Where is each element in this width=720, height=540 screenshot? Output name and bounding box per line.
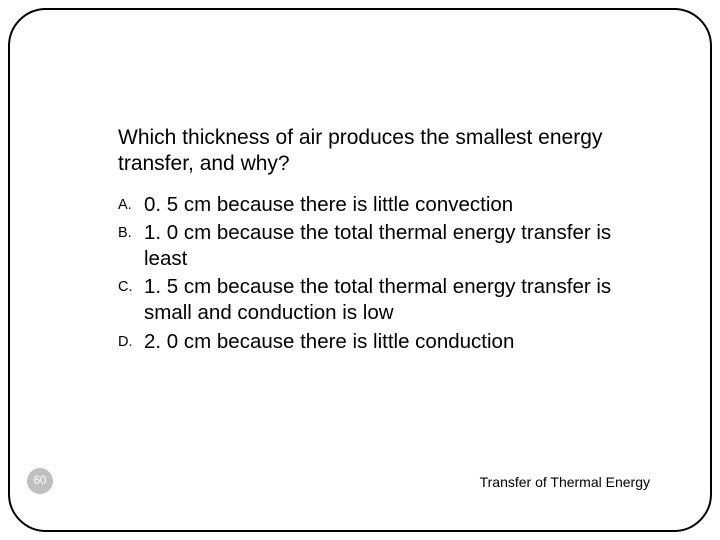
option-c: C. 1. 5 cm because the total thermal ene… [118,274,650,326]
option-letter: A. [118,192,144,215]
option-text: 2. 0 cm because there is little conducti… [144,329,650,355]
option-b: B. 1. 0 cm because the total thermal ene… [118,220,650,272]
option-d: D. 2. 0 cm because there is little condu… [118,329,650,355]
slide-number-text: 60 [34,475,47,487]
options-list: A. 0. 5 cm because there is little conve… [118,192,650,355]
question-text: Which thickness of air produces the smal… [118,125,650,178]
option-letter: C. [118,274,144,297]
option-letter: B. [118,220,144,243]
footer-text: Transfer of Thermal Energy [480,474,650,490]
option-letter: D. [118,329,144,352]
option-text: 0. 5 cm because there is little convecti… [144,192,650,218]
slide-content: Which thickness of air produces the smal… [118,125,650,357]
option-text: 1. 5 cm because the total thermal energy… [144,274,650,326]
option-text: 1. 0 cm because the total thermal energy… [144,220,650,272]
option-a: A. 0. 5 cm because there is little conve… [118,192,650,218]
slide-number-badge: 60 [27,468,53,494]
slide-frame: Which thickness of air produces the smal… [8,8,712,532]
